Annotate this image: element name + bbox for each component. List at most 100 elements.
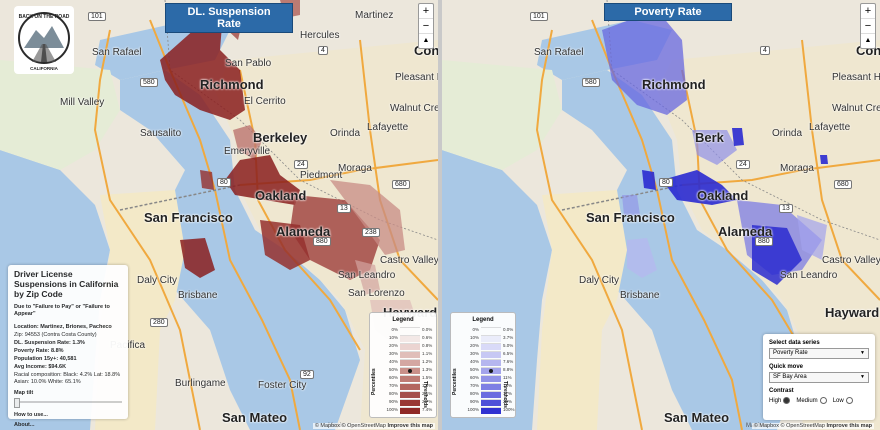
- data-series-label: Select data series: [769, 340, 820, 346]
- info-race: Racial composition: Black: 4.2% Lat: 18.…: [14, 372, 121, 385]
- legend-percentile: 0%: [472, 327, 479, 332]
- map-tilt-label: Map tilt: [14, 390, 34, 396]
- legend-threshold: 1.5%: [422, 375, 433, 380]
- legend-threshold: 3.7%: [503, 335, 514, 340]
- right-map[interactable]: Richmond Berk Oakland Alameda San Franci…: [442, 0, 880, 430]
- label-san-mateo: San Mateo: [664, 410, 730, 425]
- radio-icon[interactable]: [819, 397, 827, 404]
- highway-shield: 238: [362, 228, 380, 237]
- label-san-leandro: San Leandro: [780, 270, 838, 281]
- label-daly-city: Daly City: [137, 275, 178, 286]
- data-series-value: Poverty Rate: [773, 350, 808, 356]
- compass-button[interactable]: ▲: [422, 37, 430, 44]
- quick-move-select[interactable]: SF Bay Area ▼: [769, 372, 869, 383]
- legend-swatch: [481, 327, 501, 334]
- data-series-select[interactable]: Poverty Rate ▼: [769, 348, 869, 359]
- left-map[interactable]: Richmond Berkeley Oakland Alameda San Fr…: [0, 0, 438, 430]
- label-hercules: Hercules: [300, 30, 340, 41]
- highway-shield: 880: [313, 237, 331, 246]
- how-to-use-link[interactable]: How to use...: [14, 412, 48, 418]
- right-zoom-control: + − ▲: [860, 3, 876, 49]
- legend-title: Legend: [392, 317, 414, 323]
- legend-threshold: 17%: [503, 391, 513, 396]
- osm-credit[interactable]: © OpenStreetMap: [780, 423, 825, 429]
- highway-shield: 880: [755, 237, 773, 246]
- legend-threshold: 11%: [503, 375, 512, 380]
- legend-percentiles-label: Percentiles: [452, 368, 458, 395]
- label-walnut-creek: Walnut Creek: [832, 103, 880, 114]
- legend-threshold: 7.4%: [422, 407, 433, 412]
- legend-title: Legend: [472, 317, 494, 323]
- chevron-down-icon: ▼: [860, 374, 865, 380]
- highway-shield: 580: [140, 78, 158, 87]
- label-san-rafael: San Rafael: [534, 47, 584, 58]
- legend-swatch: [481, 335, 501, 342]
- highway-shield: 80: [217, 178, 231, 187]
- slider-thumb[interactable]: [14, 398, 20, 408]
- contrast-low-option[interactable]: Low: [833, 397, 853, 404]
- legend-swatch: [400, 383, 420, 390]
- osm-credit[interactable]: © OpenStreetMap: [341, 423, 386, 429]
- legend-threshold: 100%: [503, 407, 515, 412]
- info-dl-rate: DL. Suspension Rate: 1.3%: [14, 340, 85, 346]
- legend-swatch: [400, 407, 420, 414]
- legend-threshold: 0.0%: [422, 327, 433, 332]
- slider-track: [14, 401, 122, 403]
- legend-percentile: 100%: [467, 407, 479, 412]
- legend-percentile: 90%: [469, 399, 479, 404]
- highway-shield: 24: [736, 160, 750, 169]
- legend-percentile: 20%: [388, 343, 398, 348]
- contrast-high-option[interactable]: High: [769, 397, 791, 404]
- improve-map-link[interactable]: Improve this map: [826, 423, 872, 429]
- zoom-out-button[interactable]: −: [419, 19, 433, 34]
- label-berkeley: Berkeley: [253, 130, 308, 145]
- label-martinez: Martinez: [355, 10, 394, 21]
- mapbox-credit[interactable]: © Mapbox: [314, 423, 340, 429]
- right-legend: Legend 0% 0.0% 10% 3.7% 20% 5.0% 30% 6.5% 40% 7.6…: [450, 312, 516, 418]
- info-poverty: Poverty Rate: 8.8%: [14, 348, 64, 354]
- zoom-in-button[interactable]: +: [861, 4, 875, 19]
- label-lafayette: Lafayette: [809, 122, 851, 133]
- zoom-out-button[interactable]: −: [861, 19, 875, 34]
- label-castro-valley: Castro Valley: [822, 255, 880, 266]
- highway-shield: 13: [779, 204, 793, 213]
- highway-shield: 580: [582, 78, 600, 87]
- legend-swatch: [400, 335, 420, 342]
- label-pleasant-hill: Pleasant Hill: [832, 72, 880, 83]
- legend-threshold: 1.8%: [422, 383, 433, 388]
- control-panel: Select data series Poverty Rate ▼ Quick …: [763, 334, 875, 420]
- highway-shield: 101: [88, 12, 106, 21]
- current-value-marker: [408, 369, 412, 373]
- info-location: Location: Martinez, Briones, Pacheco: [14, 324, 112, 330]
- legend-threshold: 8.8%: [503, 367, 514, 372]
- label-berkeley: Berk: [695, 130, 724, 145]
- label-richmond: Richmond: [642, 77, 706, 92]
- map-tilt-slider[interactable]: [14, 398, 122, 408]
- label-san-pablo: San Pablo: [225, 58, 272, 69]
- mapbox-credit[interactable]: © Mapbox: [753, 423, 779, 429]
- highway-shield: 4: [318, 46, 328, 55]
- legend-percentile: 70%: [388, 383, 398, 388]
- legend-threshold: 7.6%: [503, 359, 514, 364]
- legend-percentile: 100%: [386, 407, 398, 412]
- about-link[interactable]: About...: [14, 422, 35, 428]
- label-san-francisco: San Francisco: [586, 210, 675, 225]
- label-san-leandro: San Leandro: [338, 270, 396, 281]
- legend-percentile: 60%: [469, 375, 479, 380]
- legend-thresholds-label: Thresholds: [502, 381, 508, 408]
- highway-shield: 24: [294, 160, 308, 169]
- zoom-in-button[interactable]: +: [419, 4, 433, 19]
- map-divider[interactable]: [438, 0, 442, 430]
- legend-swatch: [400, 375, 420, 382]
- legend-percentile: 90%: [388, 399, 398, 404]
- legend-swatch: [400, 351, 420, 358]
- radio-icon[interactable]: [845, 397, 853, 404]
- legend-threshold: 6.5%: [503, 351, 514, 356]
- label-orinda: Orinda: [772, 128, 803, 139]
- improve-map-link[interactable]: Improve this map: [387, 423, 433, 429]
- label-pleasant-hill: Pleasant Hill: [395, 72, 438, 83]
- legend-threshold: 20%: [503, 399, 513, 404]
- compass-button[interactable]: ▲: [864, 37, 872, 44]
- radio-icon[interactable]: [783, 397, 791, 404]
- contrast-medium-option[interactable]: Medium: [796, 397, 827, 404]
